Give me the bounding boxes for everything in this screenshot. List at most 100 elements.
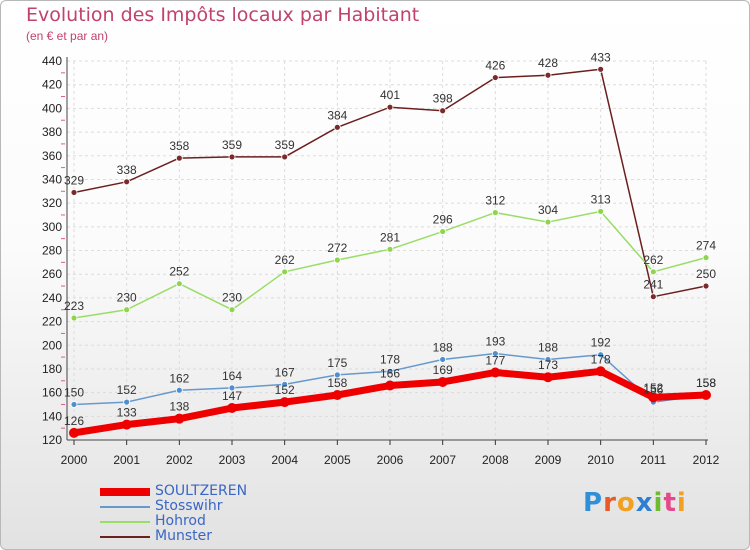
munster-data-point [281, 153, 289, 161]
hohrod-data-point [281, 268, 289, 276]
hohrod-data-label: 304 [538, 203, 558, 217]
legend-label: Hohrod [155, 513, 206, 529]
munster-data-point [175, 154, 183, 162]
y-tick-label: 260 [42, 267, 62, 281]
hohrod-data-label: 272 [327, 241, 347, 255]
hohrod-data-point [70, 314, 78, 322]
soultzeren-data-point [437, 376, 448, 387]
stosswihr-data-label: 188 [538, 340, 558, 354]
chart-title: Evolution des Impôts locaux par Habitant [26, 4, 420, 26]
logo-letter: o [616, 488, 636, 518]
x-tick-label: 2006 [377, 453, 404, 467]
x-tick-label: 2000 [61, 453, 88, 467]
stosswihr-data-point [175, 386, 183, 394]
x-tick-label: 2010 [587, 453, 614, 467]
soultzeren-data-label: 138 [169, 400, 189, 414]
hohrod-data-label: 312 [485, 194, 505, 208]
soultzeren-data-point [174, 413, 185, 424]
stosswihr-data-point [386, 367, 394, 375]
munster-data-label: 241 [643, 278, 663, 292]
stosswihr-data-point [544, 356, 552, 363]
soultzeren-data-point [701, 389, 711, 400]
munster-data-label: 426 [485, 59, 505, 73]
soultzeren-data-label: 178 [591, 352, 611, 366]
logo-letter: r [603, 488, 617, 518]
hohrod-data-label: 223 [64, 299, 84, 313]
stosswihr-data-label: 188 [433, 340, 453, 354]
y-tick-label: 240 [42, 291, 62, 305]
soultzeren-data-label: 133 [117, 406, 137, 420]
x-tick-label: 2012 [693, 453, 720, 467]
hohrod-data-label: 230 [222, 291, 242, 305]
munster-data-point [649, 293, 657, 301]
x-tick-label: 2009 [535, 453, 562, 467]
soultzeren-data-point [332, 389, 343, 400]
soultzeren-data-label: 126 [64, 414, 84, 428]
y-tick-label: 380 [42, 125, 62, 139]
munster-data-point [702, 282, 710, 290]
hohrod-data-label: 274 [696, 239, 716, 253]
soultzeren-data-label: 158 [327, 376, 347, 390]
munster-data-point [228, 153, 236, 161]
hohrod-data-label: 281 [380, 230, 400, 244]
soultzeren-data-point [279, 397, 290, 408]
logo-letter: P [583, 488, 604, 518]
y-tick-label: 140 [42, 409, 62, 423]
y-tick-label: 220 [42, 315, 62, 329]
stosswihr-data-label: 152 [643, 381, 663, 395]
stosswihr-data-label: 164 [222, 369, 242, 383]
soultzeren-data-point [69, 427, 79, 438]
munster-data-label: 384 [327, 108, 347, 122]
y-tick-label: 420 [42, 78, 62, 92]
hohrod-data-point [544, 218, 552, 226]
soultzeren-data-point [490, 367, 501, 378]
y-tick-label: 180 [42, 362, 62, 376]
stosswihr-data-label: 175 [327, 356, 347, 370]
stosswihr-data-point [281, 380, 289, 388]
munster-data-label: 359 [275, 138, 295, 152]
soultzeren-data-point [595, 366, 606, 377]
munster-data-point [439, 107, 447, 115]
stosswihr-data-label: 152 [117, 383, 137, 397]
munster-data-point [333, 123, 341, 131]
y-tick-label: 280 [42, 244, 62, 258]
proxiti-logo: Proxiti [583, 488, 687, 518]
soultzeren-data-label: 147 [222, 389, 242, 403]
y-tick-label: 300 [42, 220, 62, 234]
y-tick-label: 440 [42, 54, 62, 68]
soultzeren-data-point [648, 392, 659, 403]
munster-data-label: 338 [117, 163, 137, 177]
stosswihr-data-label: 158 [696, 376, 716, 390]
hohrod-data-point [175, 280, 183, 288]
x-tick-label: 2008 [482, 453, 509, 467]
soultzeren-data-label: 158 [696, 376, 716, 390]
logo-letter: i [676, 488, 687, 518]
y-tick-label: 200 [42, 338, 62, 352]
x-tick-label: 2003 [219, 453, 246, 467]
legend-swatch [100, 505, 150, 508]
logo-letter: i [653, 488, 664, 518]
munster-data-point [386, 103, 394, 111]
x-tick-label: 2004 [271, 453, 298, 467]
munster-data-label: 398 [433, 92, 453, 106]
soultzeren-data-point [543, 372, 553, 383]
hohrod-data-point [386, 245, 394, 253]
stosswihr-data-point [70, 401, 78, 408]
hohrod-data-point [702, 254, 710, 262]
soultzeren-data-label: 166 [380, 367, 400, 381]
hohrod-data-point [649, 268, 657, 276]
stosswihr-data-point [439, 356, 447, 363]
chart-subtitle: (en € et par an) [26, 29, 109, 43]
soultzeren-data-label: 173 [538, 358, 558, 372]
hohrod-data-label: 262 [275, 253, 295, 267]
x-tick-label: 2005 [324, 453, 351, 467]
legend-swatch [100, 487, 150, 496]
stosswihr-data-point [491, 350, 499, 357]
munster-data-label: 401 [380, 88, 400, 102]
munster-data-label: 250 [696, 267, 716, 281]
munster-data-point [544, 71, 552, 79]
legend-label: Munster [155, 528, 212, 544]
soultzeren-data-point [385, 380, 395, 391]
